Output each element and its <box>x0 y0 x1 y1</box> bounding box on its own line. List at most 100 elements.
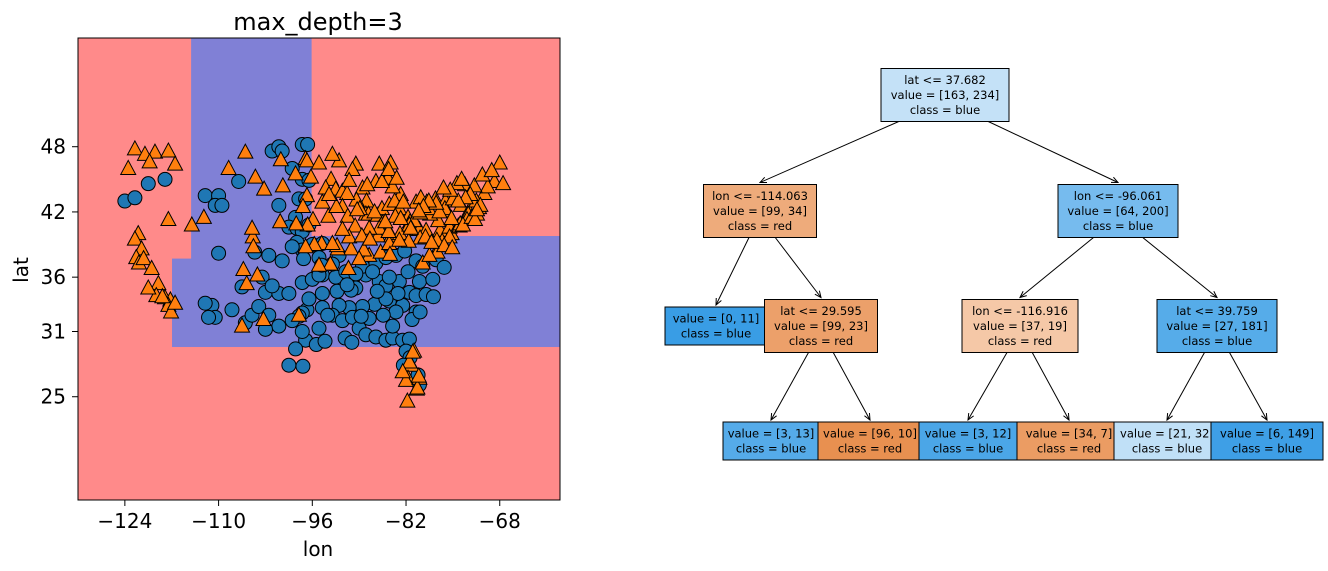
tree-node-n8: value = [96, 10]class = red <box>817 421 923 461</box>
blue-class-point <box>339 277 355 293</box>
red-class-point <box>126 139 144 156</box>
red-class-point <box>287 214 305 231</box>
tree-node-text: class = blue <box>681 327 751 341</box>
red-class-point <box>397 371 415 387</box>
blue-class-point <box>314 285 330 301</box>
red-class-point <box>346 217 364 233</box>
x-axis-ticks: −124 −110 −96 −82 −68 <box>97 500 521 533</box>
tree-node-text: value = [6, 149] <box>1220 427 1314 441</box>
blue-class-point <box>274 253 290 269</box>
red-class-point <box>399 392 416 408</box>
red-class-point <box>297 237 314 254</box>
red-class-point <box>149 274 167 291</box>
red-class-point <box>404 343 422 359</box>
plot-title: max_depth=3 <box>233 8 403 36</box>
x-tick-label: −82 <box>385 509 427 533</box>
blue-class-point <box>317 333 333 349</box>
red-class-point <box>274 176 292 193</box>
plot-frame <box>77 37 561 501</box>
red-class-point <box>324 234 341 250</box>
blue-class-point <box>127 190 143 206</box>
red-class-point <box>361 230 379 246</box>
red-class-point <box>423 233 440 249</box>
red-class-point <box>402 219 420 235</box>
tree-node-text: class = blue <box>1132 442 1202 456</box>
tree-node-text: value = [64, 200] <box>1067 204 1168 218</box>
tree-edge <box>967 352 1008 422</box>
blue-class-point <box>385 318 401 334</box>
tree-node-text: value = [99, 23] <box>774 319 868 333</box>
red-class-point <box>373 172 391 188</box>
red-class-point <box>162 302 180 319</box>
blue-class-point <box>281 357 297 373</box>
red-class-point <box>394 362 412 379</box>
blue-class-point <box>365 264 381 280</box>
red-class-point <box>350 249 368 266</box>
red-class-point <box>435 178 452 195</box>
tree-node-text: class = red <box>988 334 1052 348</box>
red-class-point <box>468 200 486 217</box>
y-tick-label: 31 <box>41 320 66 344</box>
red-class-point <box>342 239 360 256</box>
red-class-point <box>235 260 252 277</box>
red-class-point <box>135 249 152 266</box>
red-class-point <box>392 209 410 225</box>
blue-class-point <box>296 251 312 267</box>
red-class-point <box>237 143 254 159</box>
tree-node-text: lat <= 39.759 <box>1176 304 1258 318</box>
x-tick-label: −124 <box>97 509 152 533</box>
x-tick-label: −96 <box>291 509 333 533</box>
red-class-point <box>238 274 256 291</box>
red-class-point <box>390 231 408 247</box>
tree-node-text: value = [99, 34] <box>713 204 807 218</box>
blue-class-point <box>201 309 217 325</box>
tree-node-text: value = [21, 32] <box>1120 427 1214 441</box>
tree-node-text: class = blue <box>1232 442 1302 456</box>
red-class-point <box>334 220 351 236</box>
red-class-point <box>380 160 397 177</box>
red-class-point <box>249 265 266 282</box>
red-class-point <box>340 259 357 275</box>
red-class-point <box>491 153 509 170</box>
decision-boundary-plot: max_depth=3 −124 −110 −96 −82 −68 25 31 36 42 48… <box>9 8 561 561</box>
red-class-point <box>160 210 177 227</box>
tree-node-text: class = blue <box>1083 219 1153 233</box>
red-class-point <box>453 170 470 186</box>
blue-class-point <box>288 341 304 357</box>
x-axis-label: lon <box>303 537 333 561</box>
blue-class-point <box>411 274 427 290</box>
red-class-point <box>195 208 213 224</box>
blue-class-point <box>369 283 385 299</box>
red-class-point <box>328 197 345 213</box>
red-class-point <box>344 160 361 177</box>
red-class-point <box>233 317 251 333</box>
red-class-point <box>401 352 418 369</box>
red-class-point <box>310 153 328 170</box>
red-class-point <box>119 159 137 175</box>
red-class-point <box>272 150 290 167</box>
y-axis-ticks: 25 31 36 42 48 <box>41 135 78 409</box>
y-tick-label: 36 <box>41 265 66 289</box>
blue-class-point <box>224 302 240 318</box>
tree-node-text: class = red <box>728 219 792 233</box>
y-tick-label: 48 <box>41 135 66 159</box>
data-points <box>117 137 512 408</box>
blue-class-point <box>388 304 404 320</box>
x-tick-label: −68 <box>479 509 521 533</box>
tree-node-text: lon <= -116.916 <box>972 304 1068 318</box>
red-class-point <box>314 193 331 209</box>
red-class-point <box>381 245 399 261</box>
red-class-point <box>320 185 338 202</box>
blue-class-point <box>157 171 173 187</box>
tree-node-text: lat <= 37.682 <box>904 73 986 87</box>
tree-edge <box>770 352 809 422</box>
blue-class-point <box>271 197 287 213</box>
red-class-point <box>299 215 316 232</box>
blue-class-point <box>353 308 369 324</box>
red-class-point <box>141 152 158 169</box>
red-class-point <box>324 145 341 161</box>
